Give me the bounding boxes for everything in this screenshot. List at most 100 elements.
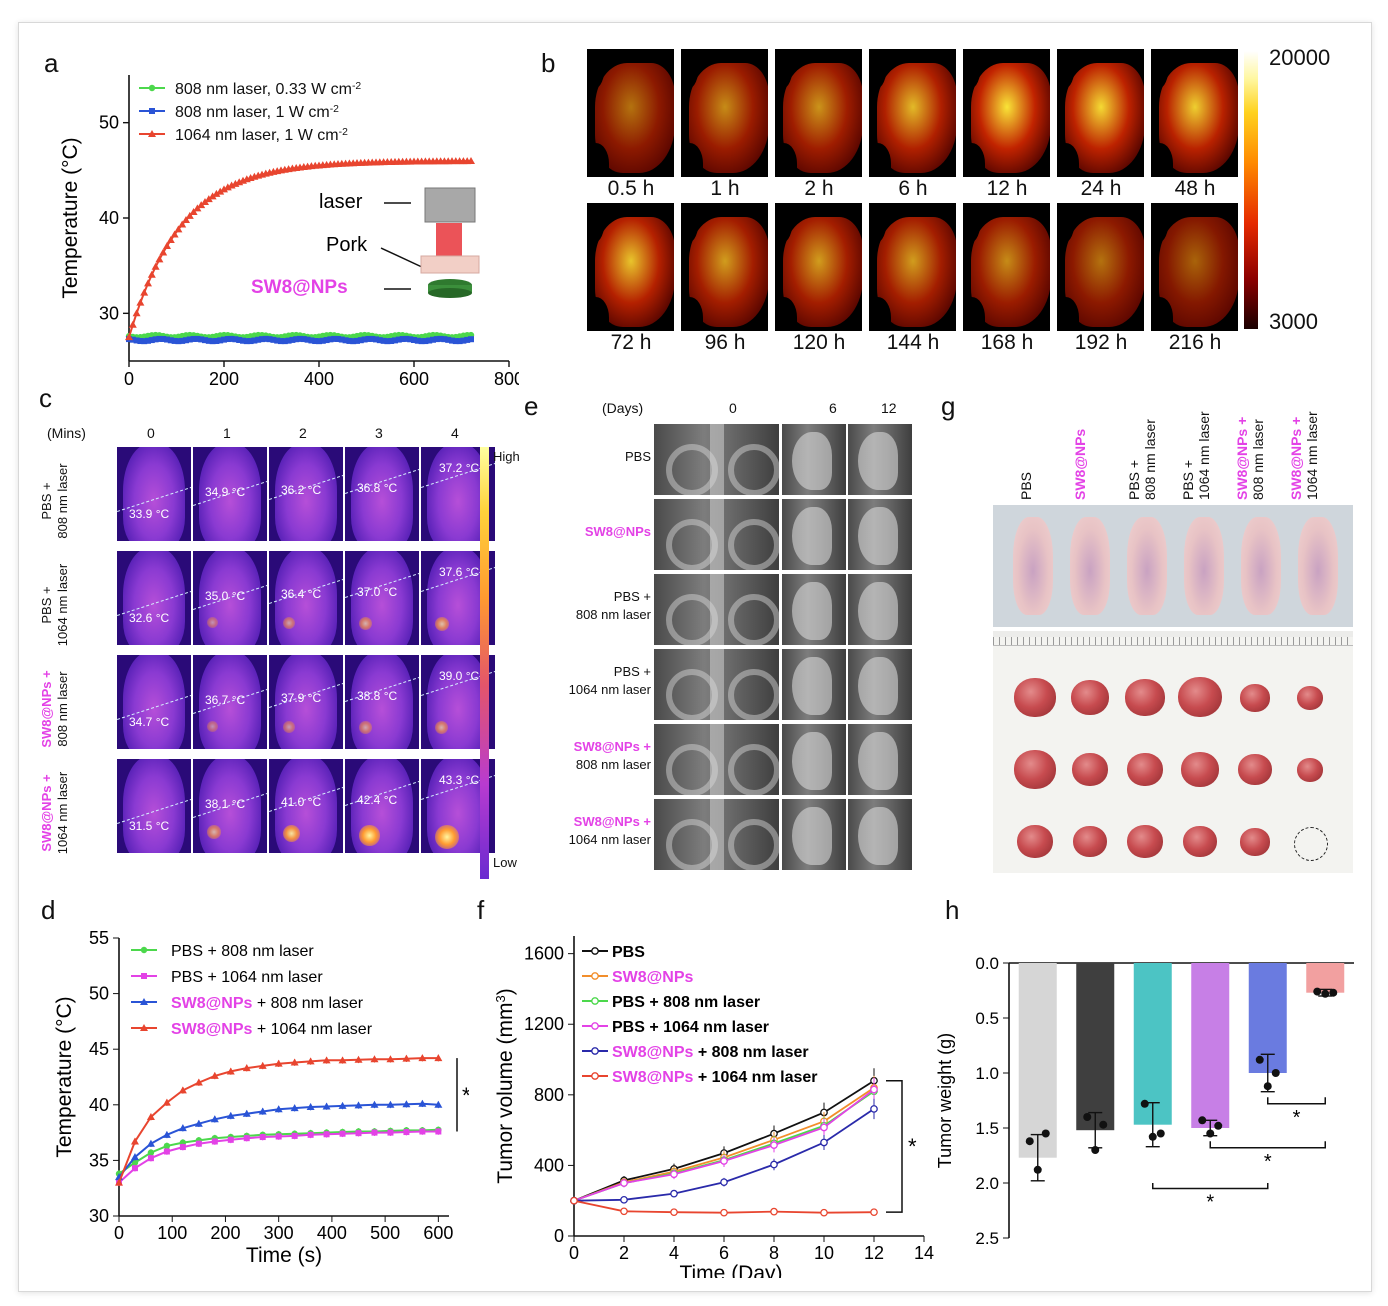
mins-label: (Mins): [47, 425, 86, 441]
x-axis-title: Time (Day): [679, 1262, 782, 1278]
fluorescence-image: [681, 203, 768, 331]
minute-column-label: 0: [147, 425, 155, 441]
data-point: [570, 1196, 578, 1205]
hot-spot: [283, 617, 296, 630]
y-tick-label: 55: [89, 928, 109, 948]
image-mask: [1151, 143, 1173, 177]
significance-star: *: [1293, 1107, 1301, 1129]
timepoint-label: 2 h: [804, 177, 834, 200]
row-label-line: 808 nm laser: [55, 671, 70, 747]
data-point: [441, 336, 448, 343]
legend-marker: [140, 1024, 148, 1031]
image-mask: [869, 297, 891, 331]
y-tick-label: 1.5: [975, 1119, 999, 1138]
xray-image: [782, 799, 846, 870]
data-point: [1263, 1082, 1272, 1091]
image-mask: [963, 297, 985, 331]
data-point: [144, 279, 152, 287]
data-point: [306, 1057, 315, 1065]
data-point: [399, 336, 406, 343]
data-point: [226, 1067, 235, 1075]
panel-letter-e: e: [524, 391, 539, 421]
x-tick-label: 0: [114, 1223, 124, 1243]
data-point: [422, 338, 429, 345]
data-point: [208, 192, 217, 200]
legend-marker: [141, 973, 147, 979]
timepoint-label: 192 h: [1074, 331, 1128, 354]
data-point: [178, 1086, 187, 1094]
header-line: PBS +: [1126, 459, 1142, 500]
xray-image-grid: (Days) 0 6 12 PBS SW8@NPs PBS +808 nm laser PBS…: [529, 398, 919, 878]
row-label-line: SW8@NPs: [584, 524, 651, 539]
image-mask: [775, 203, 793, 243]
x-tick-label: 0: [569, 1243, 579, 1263]
temperature-label: 37.2 °C: [439, 461, 480, 475]
data-point: [228, 335, 235, 342]
data-point: [130, 1137, 139, 1145]
temperature-label: 37.6 °C: [439, 565, 480, 579]
data-point: [159, 248, 168, 256]
data-point: [620, 1179, 628, 1187]
mouse-photo: [1298, 517, 1338, 615]
image-mask: [1057, 49, 1075, 89]
legend-label-4: SW8@NPs + 808 nm laser: [612, 1044, 809, 1061]
inset-sample-label: SW8@NPs: [251, 277, 348, 298]
mouse-silhouette: [689, 217, 768, 327]
data-point: [146, 1139, 155, 1147]
data-point: [335, 335, 341, 342]
chart-h: 0.0 0.5 1.0 1.5 2.0 2.5 Tumor weight (g) * * *: [935, 954, 1354, 1248]
data-point: [1271, 1069, 1280, 1077]
tumor-photo: [1017, 825, 1053, 859]
image-mask: [587, 297, 609, 331]
data-point: [338, 1056, 347, 1064]
xray-image: [654, 649, 779, 720]
chart-f: 0 2 4 6 8 10 12 14 0 400 800 1200 1600 Time (Day) Tumo…: [493, 936, 934, 1278]
data-point: [720, 1178, 728, 1187]
data-point: [370, 1055, 379, 1063]
data-point: [210, 1115, 219, 1123]
minute-column-label: 1: [223, 425, 231, 441]
figure-frame: a 0200400600800304050Time (s)Temperature…: [18, 22, 1372, 1292]
temperature-label: 34.7 °C: [129, 715, 170, 729]
data-point: [411, 336, 417, 343]
fluorescence-image: [587, 203, 674, 331]
data-point: [1329, 988, 1338, 997]
tumor-photo: [1125, 679, 1165, 716]
thermal-row-label: SW8@NPs +808 nm laser: [39, 649, 79, 769]
data-point: [160, 335, 167, 342]
day-column-label: 6: [829, 400, 837, 416]
mouse-thermal-body: [123, 759, 185, 853]
fluorescence-image: [681, 49, 768, 177]
data-point: [620, 1207, 628, 1216]
xray-image: [654, 574, 779, 645]
y-tick-label: 0.0: [975, 954, 999, 973]
data-point: [357, 337, 364, 344]
mouse-photo: [1241, 517, 1281, 615]
colorbar-max-label: 20000: [1269, 45, 1331, 70]
mouse-thermal-body: [199, 447, 261, 541]
row-label-line: 1064 nm laser: [568, 682, 651, 697]
data-point: [323, 1131, 330, 1138]
leg-shadow: [858, 807, 898, 865]
data-point: [418, 1054, 427, 1062]
data-point: [243, 1135, 250, 1142]
mouse-thermal-body: [123, 655, 185, 749]
thermal-image: 36.2 °C: [269, 447, 344, 541]
tumor-group-header: PBS +808 nm laser: [1126, 376, 1166, 500]
pelvis-shadow: [728, 594, 779, 645]
tumor-photo: [1071, 680, 1109, 715]
data-point: [209, 338, 216, 345]
tumor-group-header: SW8@NPs +808 nm laser: [1234, 376, 1274, 500]
significance-bracket: [1267, 1097, 1326, 1105]
data-point: [770, 1207, 778, 1216]
thermal-image: 34.9 °C: [193, 447, 268, 541]
tumor-group-header: PBS: [1018, 376, 1058, 500]
tumor-photo: [1178, 677, 1222, 718]
header-line: SW8@NPs +: [1288, 416, 1304, 500]
data-point: [163, 1142, 171, 1150]
leg-shadow: [858, 657, 898, 715]
leg-shadow: [858, 432, 898, 490]
tumor-group-header: SW8@NPs +1064 nm laser: [1288, 376, 1328, 500]
legend-marker: [148, 130, 156, 137]
mouse-thermal-body: [199, 655, 261, 749]
